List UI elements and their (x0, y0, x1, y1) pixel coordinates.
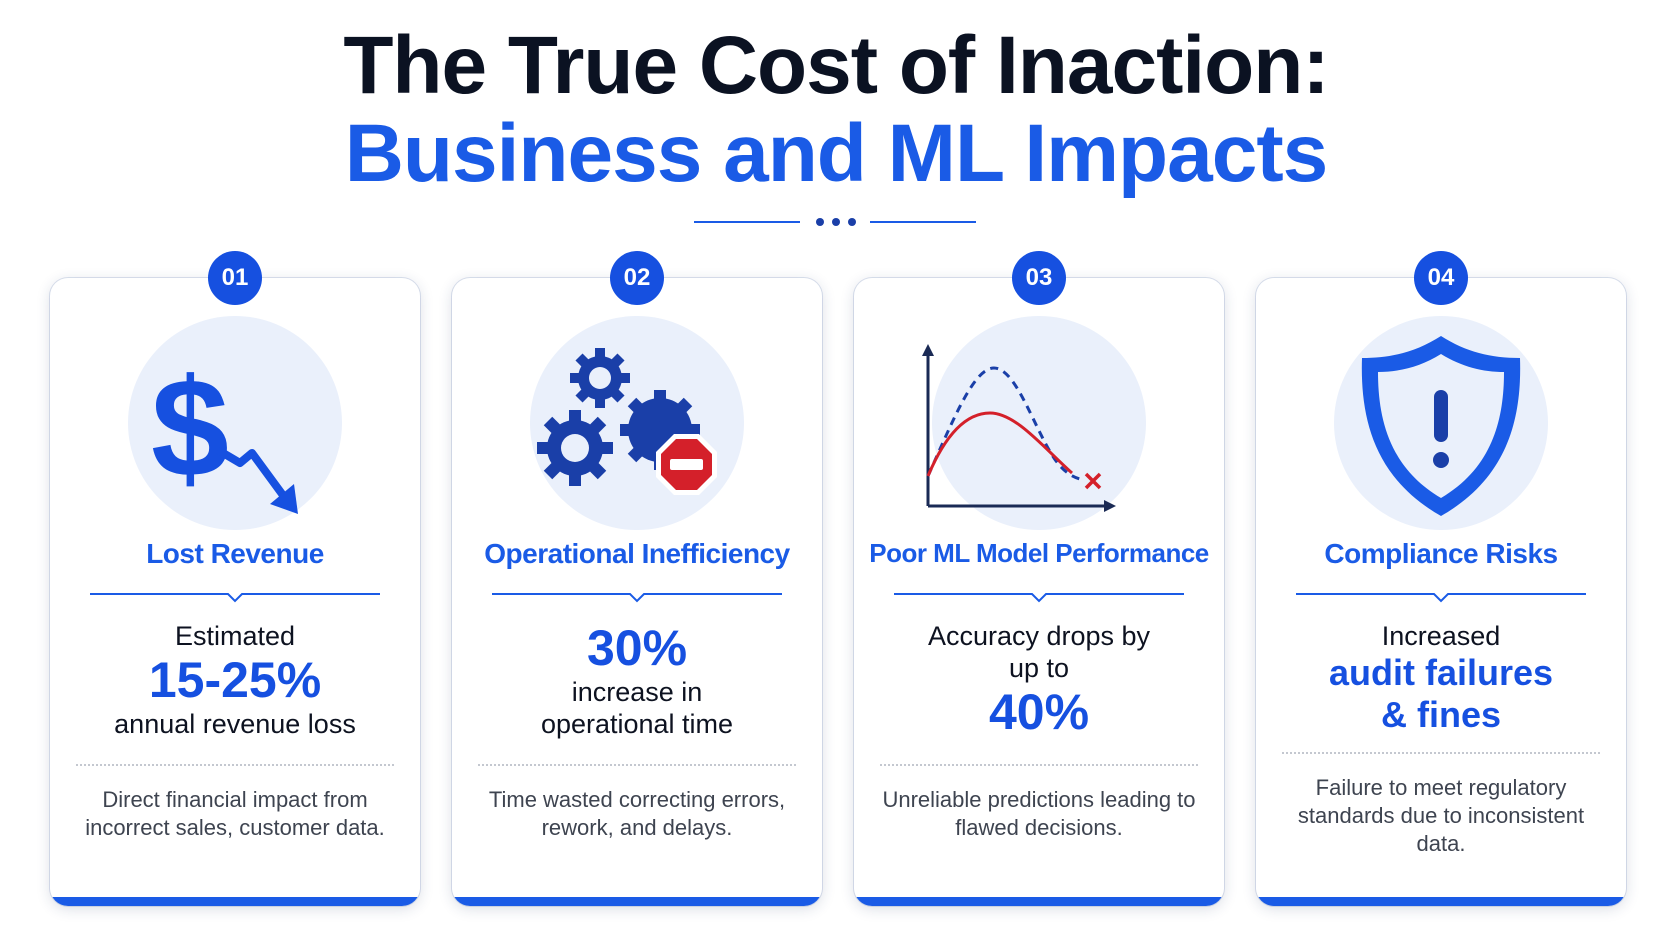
metric-suffix: operational time (540, 709, 734, 739)
performance-curve-icon (922, 344, 1116, 512)
title-underline (90, 593, 380, 603)
card-number-badge: 02 (610, 251, 664, 305)
svg-text:$: $ (151, 349, 229, 506)
metric-prefix: Accuracy drops by (927, 621, 1151, 651)
page-title-line-2: Business and ML Impacts (344, 108, 1329, 199)
impact-card-lost-revenue: $ Lost Revenue Estimated 15-25% annual r… (50, 278, 420, 906)
page-title-line-1: The True Cost of Inaction: (343, 20, 1329, 111)
dotted-separator (1282, 752, 1600, 754)
card-description: Failure to meet regulatory standards due… (1297, 775, 1585, 856)
metric-value: audit failures (1328, 652, 1554, 693)
gears-stop-icon (537, 348, 717, 495)
card-title: Lost Revenue (146, 538, 324, 569)
impact-card-operational-inefficiency: Operational Inefficiency 30% increase in… (452, 278, 822, 906)
dotted-separator (76, 764, 394, 766)
card-description: Unreliable predictions leading to flawed… (882, 787, 1196, 840)
card-number-badge: 04 (1414, 251, 1468, 305)
title-underline (894, 593, 1184, 603)
card-title: Poor ML Model Performance (869, 538, 1209, 568)
metric-suffix: annual revenue loss (114, 709, 356, 739)
impact-card-poor-ml-performance: Poor ML Model Performance Accuracy drops… (854, 278, 1224, 906)
title-divider (0, 212, 1672, 232)
dotted-separator (880, 764, 1198, 766)
card-number-badge: 03 (1012, 251, 1066, 305)
title-underline (492, 593, 782, 603)
metric-value: 30% (586, 620, 688, 676)
dotted-separator (478, 764, 796, 766)
metric-value: & fines (1380, 694, 1502, 735)
metric-prefix: Estimated (174, 621, 296, 651)
metric-prefix: Increased (1381, 621, 1501, 651)
metric-value: 40% (988, 684, 1090, 740)
card-title: Compliance Risks (1324, 538, 1558, 569)
card-description: Time wasted correcting errors, rework, a… (488, 787, 786, 840)
metric-suffix: increase in (571, 677, 703, 707)
metric-value: 15-25% (148, 652, 322, 708)
card-description: Direct financial impact from incorrect s… (85, 787, 385, 840)
impact-card-compliance-risks: Compliance Risks Increased audit failure… (1256, 278, 1626, 906)
title-underline (1296, 593, 1586, 603)
metric-prefix: up to (1008, 653, 1070, 683)
card-number-badge: 01 (208, 251, 262, 305)
dollar-down-icon: $ (151, 349, 298, 514)
shield-warning-icon (1361, 336, 1521, 516)
card-title: Operational Inefficiency (484, 538, 790, 569)
